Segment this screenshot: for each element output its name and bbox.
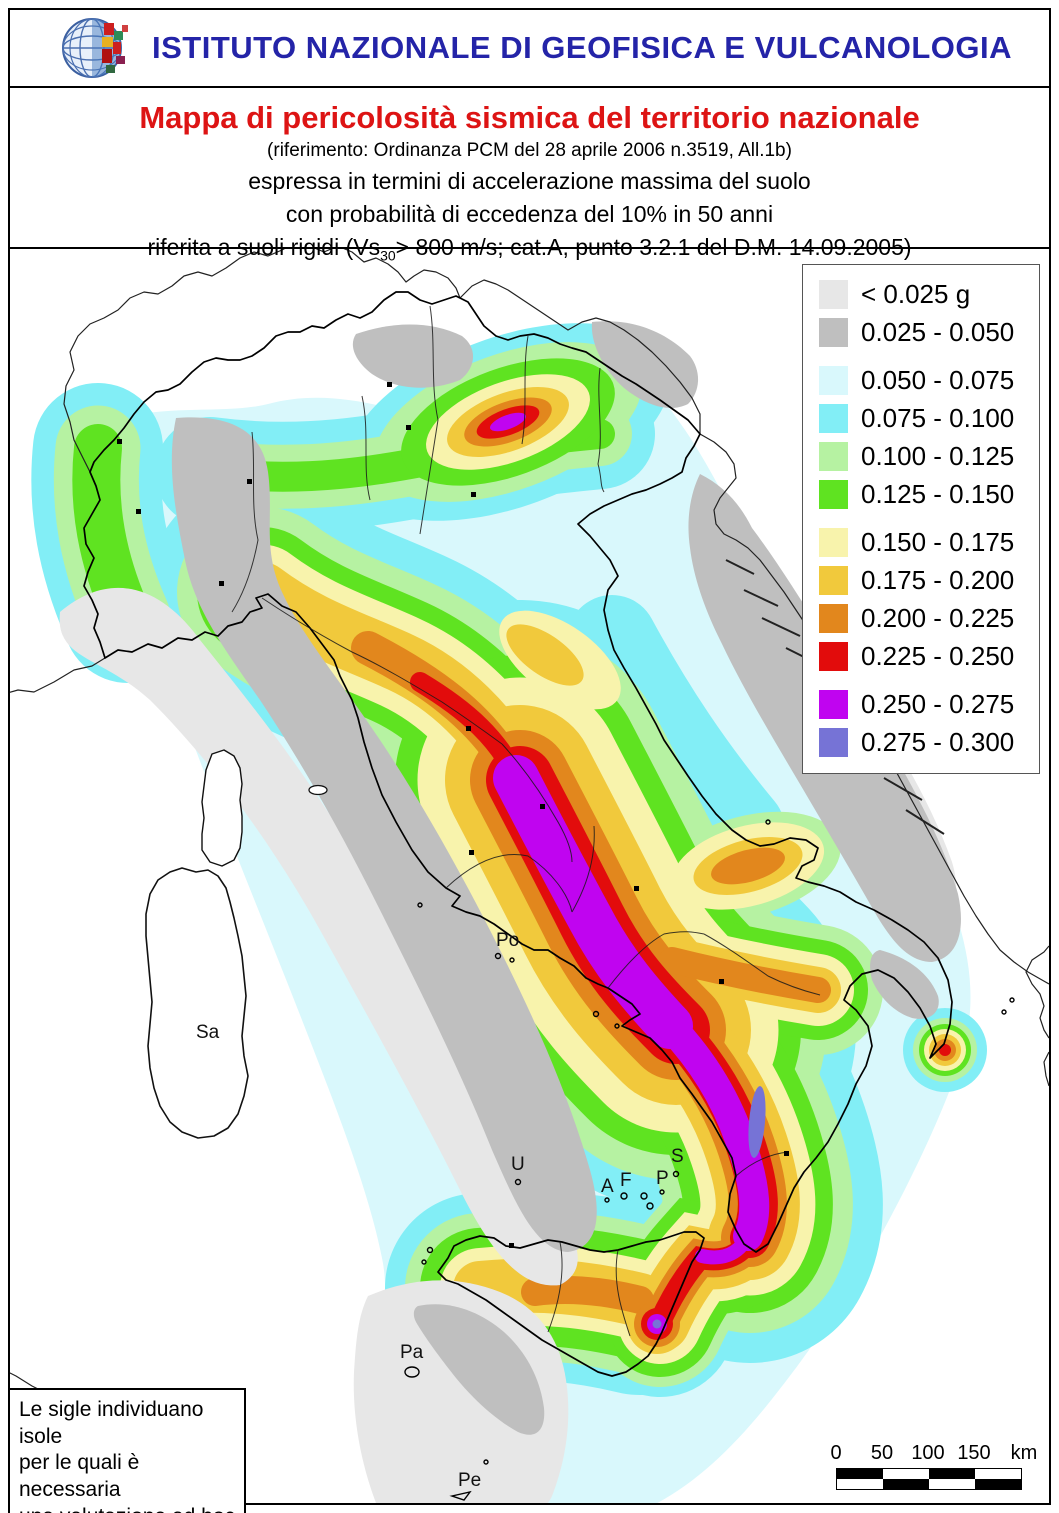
legend-swatch bbox=[819, 641, 848, 671]
legend-row: 0.200 - 0.225 bbox=[803, 599, 1039, 637]
legend-swatch bbox=[819, 441, 848, 471]
island-label-pantelleria: Pa bbox=[400, 1342, 424, 1363]
note-text: Le sigle individuano isole per le quali … bbox=[8, 1388, 246, 1513]
legend-swatch bbox=[819, 479, 848, 509]
map-subtitle-3: riferita a suoli rigidi (Vs30> 800 m/s; … bbox=[147, 234, 912, 264]
scale-bar-graphic bbox=[836, 1468, 1022, 1490]
sardinia-outline bbox=[145, 867, 249, 1139]
sicily-outline bbox=[437, 1231, 705, 1377]
legend-swatch bbox=[819, 727, 848, 757]
title-block: Mappa di pericolosità sismica del territ… bbox=[10, 88, 1049, 264]
map-subtitle-1: espressa in termini di accelerazione mas… bbox=[248, 168, 811, 194]
scale-tick-0: 0 bbox=[830, 1442, 842, 1464]
italy-outline bbox=[83, 291, 953, 1253]
scale-bar: 0 50 100 150 km bbox=[830, 1442, 1045, 1497]
legend-label: 0.100 - 0.125 bbox=[861, 440, 1015, 471]
legend-row: 0.100 - 0.125 bbox=[803, 437, 1039, 475]
note-line-3: una valutazione ad hoc bbox=[19, 1504, 235, 1513]
legend: < 0.025 g 0.025 - 0.050 0.050 - 0.075 0.… bbox=[802, 264, 1040, 774]
legend-label: 0.150 - 0.175 bbox=[861, 526, 1015, 557]
legend-label: 0.250 - 0.275 bbox=[861, 688, 1015, 719]
corsica-outline bbox=[201, 749, 243, 867]
legend-label: 0.200 - 0.225 bbox=[861, 602, 1015, 633]
legend-row: 0.175 - 0.200 bbox=[803, 561, 1039, 599]
legend-label: 0.275 - 0.300 bbox=[861, 726, 1015, 757]
island-label-filicudi: F bbox=[620, 1170, 632, 1191]
legend-row: < 0.025 g bbox=[803, 275, 1039, 313]
legend-swatch bbox=[819, 565, 848, 595]
hazard-map-svg: Sa Po U A F P S Pa Pe bbox=[10, 249, 1049, 1503]
island-label-stromboli: S bbox=[671, 1146, 684, 1167]
elba-outline bbox=[308, 784, 328, 796]
institute-title: ISTITUTO NAZIONALE DI GEOFISICA E VULCAN… bbox=[152, 30, 1013, 65]
scale-tick-150: 150 bbox=[957, 1442, 991, 1464]
legend-swatch bbox=[819, 689, 848, 719]
legend-label: 0.175 - 0.200 bbox=[861, 564, 1015, 595]
island-label-sardinia: Sa bbox=[196, 1022, 220, 1043]
legend-label: 0.125 - 0.150 bbox=[861, 478, 1015, 509]
scale-bar-labels: 0 50 100 150 km bbox=[830, 1442, 1045, 1466]
legend-label: 0.050 - 0.075 bbox=[861, 364, 1015, 395]
island-label-alicudi: A bbox=[601, 1176, 614, 1197]
legend-row: 0.150 - 0.175 bbox=[803, 523, 1039, 561]
note-line-2: per le quali è necessaria bbox=[19, 1451, 140, 1501]
map-reference: (riferimento: Ordinanza PCM del 28 april… bbox=[267, 140, 792, 161]
header: ISTITUTO NAZIONALE DI GEOFISICA E VULCAN… bbox=[10, 10, 1049, 88]
legend-row: 0.025 - 0.050 bbox=[803, 313, 1039, 351]
map-subtitle-2: con probabilità di eccedenza del 10% in … bbox=[285, 201, 774, 228]
scale-unit: km bbox=[1010, 1442, 1038, 1464]
legend-label: 0.025 - 0.050 bbox=[861, 316, 1015, 347]
legend-label: 0.225 - 0.250 bbox=[861, 640, 1015, 671]
legend-row: 0.275 - 0.300 bbox=[803, 723, 1039, 761]
legend-label: < 0.025 g bbox=[861, 278, 971, 309]
legend-label: 0.075 - 0.100 bbox=[861, 402, 1015, 433]
region-borders bbox=[231, 305, 821, 1337]
ingv-logo-icon bbox=[62, 18, 128, 78]
legend-row: 0.050 - 0.075 bbox=[803, 361, 1039, 399]
legend-row: 0.075 - 0.100 bbox=[803, 399, 1039, 437]
legend-swatch bbox=[819, 279, 848, 309]
legend-swatch bbox=[819, 527, 848, 557]
note-box: Le sigle individuano isole per le quali … bbox=[8, 1388, 246, 1513]
legend-swatch bbox=[819, 317, 848, 347]
note-line-1: Le sigle individuano isole bbox=[19, 1398, 204, 1448]
city-markers bbox=[117, 382, 789, 1248]
scale-tick-100: 100 bbox=[911, 1442, 945, 1464]
island-label-ustica: U bbox=[511, 1154, 525, 1175]
legend-row: 0.125 - 0.150 bbox=[803, 475, 1039, 513]
legend-swatch bbox=[819, 365, 848, 395]
legend-row: 0.250 - 0.275 bbox=[803, 685, 1039, 723]
island-label-pelagie: Pe bbox=[458, 1470, 481, 1491]
legend-swatch bbox=[819, 403, 848, 433]
small-islands bbox=[404, 819, 1015, 1501]
legend-row: 0.225 - 0.250 bbox=[803, 637, 1039, 675]
island-labels: Sa Po U A F P S Pa Pe bbox=[196, 930, 684, 1491]
map-title: Mappa di pericolosità sismica del territ… bbox=[139, 100, 920, 135]
island-label-ponza: Po bbox=[496, 930, 519, 951]
island-label-panarea: P bbox=[656, 1168, 669, 1189]
scale-tick-50: 50 bbox=[870, 1442, 894, 1464]
page-border bbox=[8, 8, 1051, 1505]
legend-swatch bbox=[819, 603, 848, 633]
